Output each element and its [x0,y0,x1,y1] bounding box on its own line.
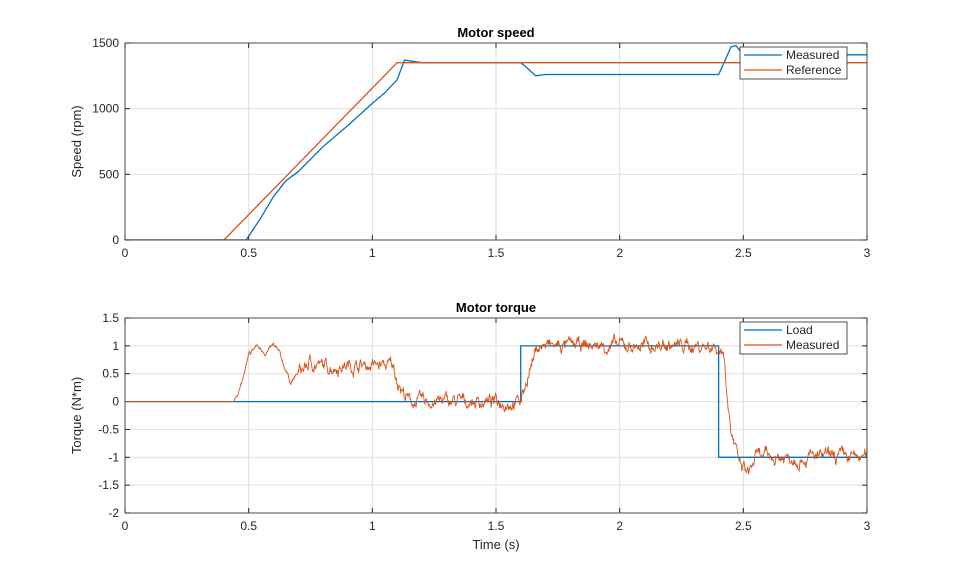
x-tick-label: 0.5 [240,519,257,533]
x-tick-label: 2 [616,246,623,260]
series-line-measured [125,44,867,240]
x-tick-label: 3 [864,519,871,533]
speed-axes: 0 0.5 1 1.5 2 2.5 3 0 500 1000 1500 Motor speed Spee… [69,25,871,260]
y-tick-label: 0 [112,233,119,247]
legend-label: Reference [786,63,842,77]
x-tick-label: 1.5 [488,246,505,260]
y-axis-label: Torque (N*m) [69,377,84,454]
x-tick-label: 2.5 [735,519,752,533]
y-tick-label: -1.5 [98,478,119,492]
y-tick-label: -1 [108,450,119,464]
y-tick-label: -0.5 [98,422,119,436]
y-tick-label: 1500 [92,36,119,50]
x-tick-label: 0 [122,519,129,533]
torque-axes: 0 0.5 1 1.5 2 2.5 3 -2 -1.5 -1 -0.5 0 0.5 1 1.5 Motor t… [69,300,871,552]
x-tick-label: 1 [369,246,376,260]
x-tick-label: 2 [616,519,623,533]
chart-title: Motor torque [456,300,536,315]
legend-label: Load [786,323,813,337]
legend-box [739,321,848,355]
y-axis-label: Speed (rpm) [69,105,84,177]
x-tick-label: 3 [864,246,871,260]
legend-label: Measured [786,48,839,62]
y-tick-label: 500 [99,167,119,181]
axes-box [124,42,868,241]
y-tick-label: -2 [108,506,119,520]
x-axis-label: Time (s) [472,537,519,552]
x-tick-label: 1.5 [488,519,505,533]
x-tick-label: 0.5 [240,246,257,260]
y-tick-label: 0.5 [102,367,119,381]
chart-title: Motor speed [457,25,534,40]
x-tick-label: 0 [122,246,129,260]
y-tick-label: 0 [112,395,119,409]
y-tick-label: 1 [112,339,119,353]
series-line-reference [125,62,867,240]
x-tick-label: 1 [369,519,376,533]
axes-box [124,317,868,514]
legend-label: Measured [786,338,839,352]
y-tick-label: 1.5 [102,311,119,325]
legend-box [739,46,848,80]
x-tick-label: 2.5 [735,246,752,260]
series-line-measured [125,333,867,475]
y-tick-label: 1000 [92,102,119,116]
